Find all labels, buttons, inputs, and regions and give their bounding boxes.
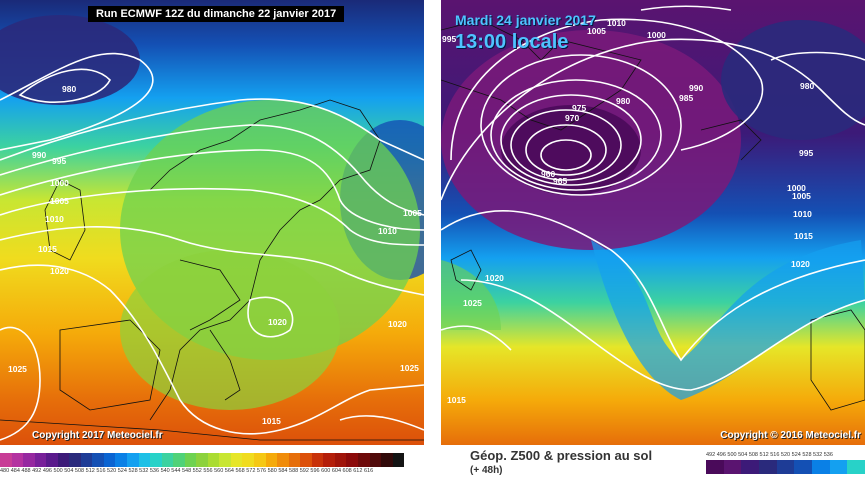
isobar-label: 980 (800, 81, 814, 91)
isobar-label: 995 (799, 148, 813, 158)
isobar-label: 1005 (792, 191, 811, 201)
isobar-label: 995 (442, 34, 456, 44)
legend-swatch (0, 453, 12, 467)
legend-swatch (723, 460, 742, 474)
legend-swatch (776, 460, 795, 474)
legend-swatch (392, 453, 405, 467)
isobar-label: 990 (689, 83, 703, 93)
left-map-canvas: 980 990 995 1000 1005 1010 1015 1020 102… (0, 0, 424, 445)
isobar-label: 1000 (50, 178, 69, 188)
legend-swatch (103, 453, 116, 467)
isobar-label: 1005 (403, 208, 422, 218)
isobar-label: 970 (565, 113, 579, 123)
isobar-label: 1010 (378, 226, 397, 236)
legend-swatch (323, 453, 335, 467)
isobar-label: 1020 (388, 319, 407, 329)
isobar-label: 1020 (268, 317, 287, 327)
isobar-label: 990 (32, 150, 46, 160)
isobar-label: 975 (572, 103, 586, 113)
legend-swatch (219, 453, 231, 467)
legend-swatch (369, 453, 382, 467)
legend-swatch (242, 453, 255, 467)
legend-swatch (207, 453, 220, 467)
legend-swatch (357, 453, 370, 467)
isobar-label: 1015 (447, 395, 466, 405)
isobar-label: 985 (679, 93, 693, 103)
isobar-label: 1020 (485, 273, 504, 283)
legend-swatch (794, 460, 813, 474)
legend-swatch (127, 453, 139, 467)
legend-swatch (381, 453, 393, 467)
legend-swatch (69, 453, 81, 467)
legend-swatch (741, 460, 760, 474)
legend-swatch (196, 453, 208, 467)
legend-swatch (346, 453, 358, 467)
left-forecast-map: 980 990 995 1000 1005 1010 1015 1020 102… (0, 0, 424, 445)
isobar-label: 1020 (791, 259, 810, 269)
isobar-label: 1025 (8, 364, 27, 374)
legend-swatch (23, 453, 35, 467)
legend-swatch (311, 453, 324, 467)
legend-swatch (706, 460, 724, 474)
right-copyright: Copyright © 2016 Meteociel.fr (720, 430, 861, 441)
forecast-time: 13:00 locale (455, 31, 569, 53)
legend-swatch (812, 460, 830, 474)
run-label: Run ECMWF 12Z du dimanche 22 janvier 201… (88, 6, 345, 22)
legend-swatch (230, 453, 243, 467)
legend-swatch (150, 453, 162, 467)
legend-swatch (847, 460, 865, 474)
legend-swatch (34, 453, 47, 467)
legend-swatch (11, 453, 24, 467)
forecast-date: Mardi 24 janvier 2017 (455, 12, 596, 28)
legend-swatch (300, 453, 312, 467)
legend-swatch (161, 453, 174, 467)
isobar-label: 1015 (794, 231, 813, 241)
right-map-canvas: 1010 1005 1000 995 975 970 980 985 990 9… (441, 0, 865, 445)
isobar-label: 995 (52, 156, 66, 166)
legend-swatch (173, 453, 185, 467)
isobar-label: 1005 (50, 196, 69, 206)
legend-swatch (57, 453, 70, 467)
left-legend-values: 480 484 488 492 496 500 504 508 512 516 … (0, 468, 374, 474)
legend-swatch (80, 453, 93, 467)
isobar-label: 1005 (587, 26, 606, 36)
right-forecast-map: 1010 1005 1000 995 975 970 980 985 990 9… (441, 0, 865, 445)
legend-swatch (46, 453, 58, 467)
isobar-label: 1025 (463, 298, 482, 308)
left-copyright: Copyright 2017 Meteociel.fr (32, 430, 163, 441)
legend-swatch (92, 453, 104, 467)
panel-separator (424, 0, 441, 445)
legend-swatch (138, 453, 151, 467)
isobar-label: 965 (553, 176, 567, 186)
legend-swatch (184, 453, 197, 467)
legend-swatch (759, 460, 777, 474)
legend-swatch (288, 453, 301, 467)
isobar-label: 1025 (400, 363, 419, 373)
isobar-label: 1010 (607, 18, 626, 28)
isobar-label: 960 (541, 169, 555, 179)
isobar-label: 1000 (647, 30, 666, 40)
legend-swatch (334, 453, 347, 467)
right-legend-values: 492 496 500 504 508 512 516 520 524 528 … (706, 452, 833, 458)
isobar-label: 980 (62, 84, 76, 94)
isobar-label: 1010 (793, 209, 812, 219)
legend-swatch (265, 453, 278, 467)
right-color-legend (706, 460, 865, 474)
caption-subtitle: (+ 48h) (470, 465, 503, 476)
legend-swatch (277, 453, 289, 467)
legend-swatch (115, 453, 128, 467)
isobar-label: 1015 (262, 416, 281, 426)
caption-title: Géop. Z500 & pression au sol (470, 448, 653, 463)
legend-swatch (254, 453, 266, 467)
isobar-label: 1015 (38, 244, 57, 254)
isobar-label: 1000 (787, 183, 806, 193)
isobar-label: 980 (616, 96, 630, 106)
legend-swatch (829, 460, 848, 474)
isobar-label: 1010 (45, 214, 64, 224)
isobar-label: 1020 (50, 266, 69, 276)
left-color-legend (0, 453, 405, 467)
